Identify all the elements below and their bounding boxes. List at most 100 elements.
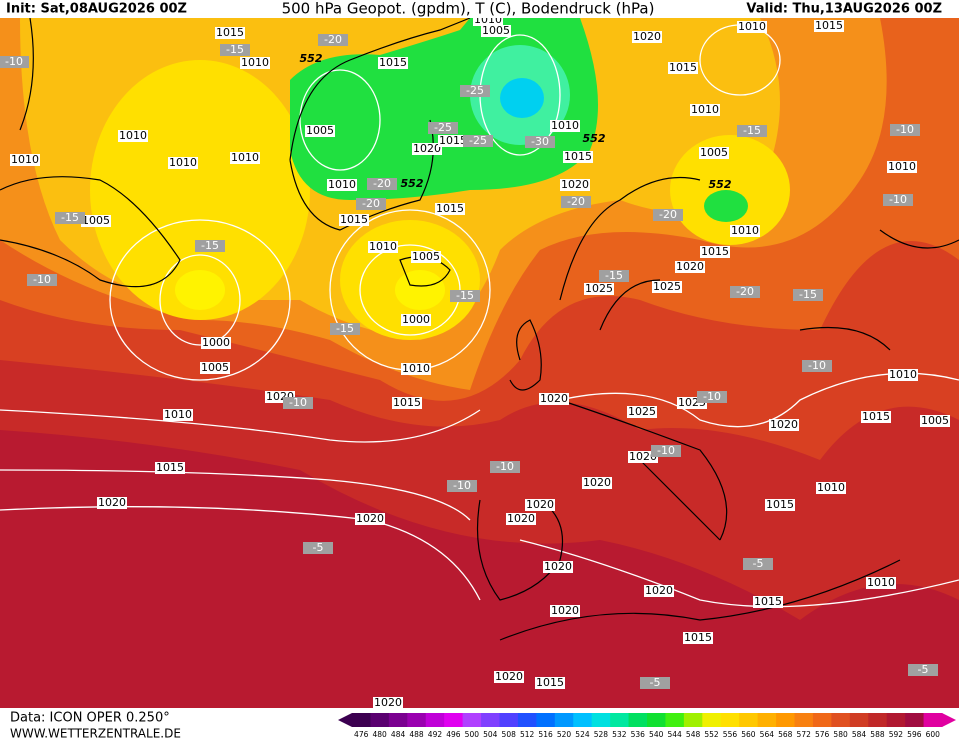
isobar-label: 1015 bbox=[815, 19, 843, 32]
isobar-label: 1010 bbox=[731, 224, 759, 237]
isobar-label-box bbox=[539, 393, 569, 405]
colorbar-swatch bbox=[702, 713, 722, 727]
isobar-label-box bbox=[81, 215, 111, 227]
isobar-label-box bbox=[339, 214, 369, 226]
temperature-label: -15 bbox=[226, 43, 244, 56]
isobar-label: 1010 bbox=[889, 368, 917, 381]
temperature-label-box bbox=[55, 212, 85, 224]
colorbar-swatch bbox=[536, 713, 556, 727]
isobar-label: 1015 bbox=[340, 213, 368, 226]
colorbar-swatch bbox=[591, 713, 611, 727]
colorbar-label: 516 bbox=[538, 730, 553, 739]
isobar-label: 1020 bbox=[98, 496, 126, 509]
isobar-label-box bbox=[814, 20, 844, 32]
isobar-label: 1005 bbox=[82, 214, 110, 227]
isobar-label: 1015 bbox=[536, 676, 564, 689]
temperature-label: -5 bbox=[313, 541, 324, 554]
temperature-label-box bbox=[883, 194, 913, 206]
colorbar-label: 496 bbox=[446, 730, 461, 739]
colorbar-swatch bbox=[388, 713, 408, 727]
colorbar-label: 600 bbox=[926, 730, 941, 739]
colorbar-swatch bbox=[370, 713, 390, 727]
isobar-label-box bbox=[765, 499, 795, 511]
isobar-label: 1005 bbox=[700, 146, 728, 159]
isobar-label-box bbox=[118, 130, 148, 142]
colorbar-swatch bbox=[573, 713, 593, 727]
isobar-label: 1010 bbox=[402, 362, 430, 375]
colorbar-swatch bbox=[831, 713, 851, 727]
temperature-label-box bbox=[27, 274, 57, 286]
temperature-label-box bbox=[318, 34, 348, 46]
temperature-label: -15 bbox=[456, 289, 474, 302]
temperature-label-box bbox=[460, 85, 490, 97]
temperature-label: -25 bbox=[469, 134, 487, 147]
temperature-label: -5 bbox=[753, 557, 764, 570]
colorbar-label: 532 bbox=[612, 730, 627, 739]
temperature-label-box bbox=[367, 178, 397, 190]
colorbar-label: 488 bbox=[409, 730, 424, 739]
colorbar-swatch bbox=[923, 713, 943, 727]
colorbar-label: 536 bbox=[631, 730, 646, 739]
colorbar-label: 504 bbox=[483, 730, 498, 739]
colorbar-swatch bbox=[868, 713, 888, 727]
colorbar-end bbox=[942, 713, 956, 727]
temperature-label: -10 bbox=[896, 123, 914, 136]
isobar-label: 1020 bbox=[413, 142, 441, 155]
isobar-label-box bbox=[582, 477, 612, 489]
isobar-label: 1005 bbox=[482, 24, 510, 37]
colorbar-swatch bbox=[812, 713, 832, 727]
temperature-label: -20 bbox=[659, 208, 677, 221]
colorbar-swatch bbox=[444, 713, 464, 727]
isobar-label: 1025 bbox=[653, 280, 681, 293]
isobar-label: 1015 bbox=[379, 56, 407, 69]
isobar-label: 1010 bbox=[691, 103, 719, 116]
coastlines bbox=[0, 17, 959, 641]
temperature-label: -20 bbox=[567, 195, 585, 208]
temperature-label: -10 bbox=[33, 273, 51, 286]
isobar-label-box bbox=[543, 561, 573, 573]
isobar-label-box bbox=[230, 152, 260, 164]
isobar-label-box bbox=[861, 411, 891, 423]
colorbar-swatch bbox=[665, 713, 685, 727]
isobar-label: 1015 bbox=[216, 26, 244, 39]
isobar-label-box bbox=[435, 203, 465, 215]
isobar-label: 1020 bbox=[770, 418, 798, 431]
isobar-label: 1010 bbox=[169, 156, 197, 169]
isobar-label: 1020 bbox=[676, 260, 704, 273]
colorbar-label: 540 bbox=[649, 730, 664, 739]
isobar-label: 1010 bbox=[738, 20, 766, 33]
colorbar-swatch bbox=[499, 713, 519, 727]
height-label: 552 bbox=[300, 52, 323, 65]
site: WWW.WETTERZENTRALE.DE bbox=[10, 727, 181, 741]
temperature-label-box bbox=[283, 397, 313, 409]
temperature-label: -20 bbox=[373, 177, 391, 190]
isobar-label: 1015 bbox=[439, 134, 467, 147]
temperature-label: -10 bbox=[289, 396, 307, 409]
colorbar-end bbox=[338, 713, 352, 727]
colorbar-swatch bbox=[407, 713, 427, 727]
isobar-label: 1020 bbox=[629, 450, 657, 463]
colorbar-label: 528 bbox=[594, 730, 609, 739]
isobar-label: 1010 bbox=[164, 408, 192, 421]
isobar-label-box bbox=[816, 482, 846, 494]
temperature-label-box bbox=[561, 196, 591, 208]
isobar-label-box bbox=[737, 21, 767, 33]
temperature-label-box bbox=[303, 542, 333, 554]
isobar-label-box bbox=[644, 585, 674, 597]
colorbar-label: 556 bbox=[723, 730, 738, 739]
temperature-label-box bbox=[525, 136, 555, 148]
temperature-label-box bbox=[908, 664, 938, 676]
isobar-label-box bbox=[200, 362, 230, 374]
colorbar-swatch bbox=[628, 713, 648, 727]
isobar-label: 1020 bbox=[495, 670, 523, 683]
isobar-label-box bbox=[730, 225, 760, 237]
temperature-label-box bbox=[653, 209, 683, 221]
temperature-label-box bbox=[651, 445, 681, 457]
height-label: 552 bbox=[583, 132, 606, 145]
temperature-label-box bbox=[730, 286, 760, 298]
isobar-label: 1015 bbox=[393, 396, 421, 409]
isobar-label-box bbox=[668, 62, 698, 74]
isobar-label-box bbox=[401, 314, 431, 326]
